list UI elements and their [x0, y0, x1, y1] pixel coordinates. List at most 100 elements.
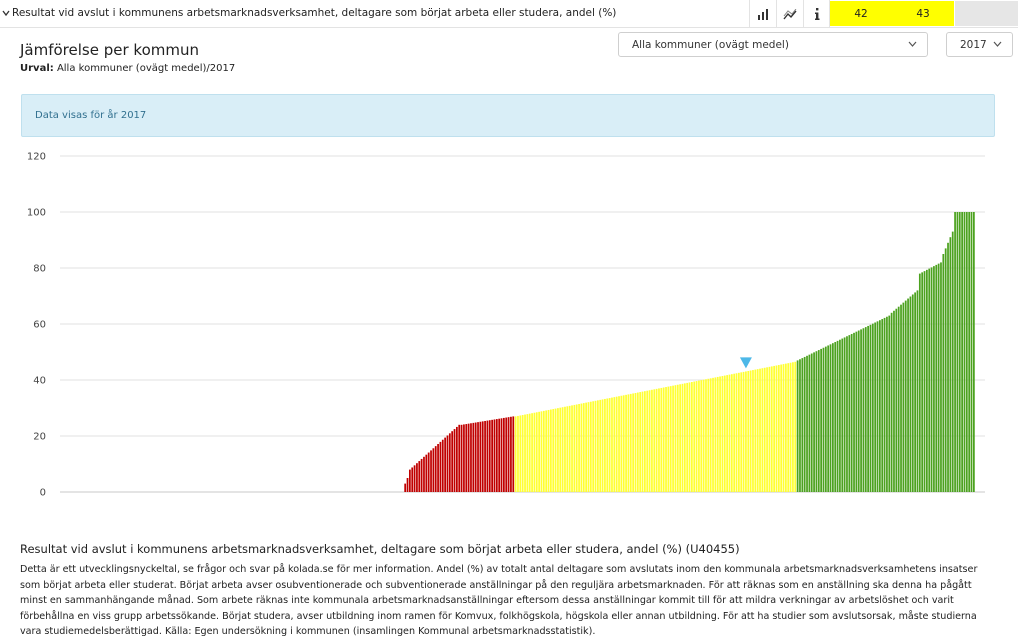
bar[interactable] [653, 389, 656, 492]
bar[interactable] [585, 402, 587, 492]
bar[interactable] [876, 321, 879, 492]
bar[interactable] [477, 422, 479, 492]
bar[interactable] [594, 400, 597, 492]
bar[interactable] [639, 392, 642, 492]
bar[interactable] [869, 324, 872, 492]
bar[interactable] [853, 332, 855, 492]
bar[interactable] [874, 322, 877, 492]
bar[interactable] [448, 433, 451, 492]
bar[interactable] [458, 424, 461, 492]
bar[interactable] [886, 316, 888, 492]
bar[interactable] [824, 346, 827, 492]
bar[interactable] [785, 363, 787, 492]
bar[interactable] [409, 469, 411, 492]
bar[interactable] [742, 371, 745, 492]
bar[interactable] [848, 335, 851, 492]
value-cell-1[interactable]: 42 [830, 1, 892, 26]
bar[interactable] [963, 212, 966, 492]
bar[interactable] [918, 273, 921, 492]
bar[interactable] [759, 368, 761, 492]
bar[interactable] [841, 338, 844, 492]
bar[interactable] [738, 372, 740, 492]
bar[interactable] [465, 424, 468, 492]
bar[interactable] [909, 296, 912, 492]
bar[interactable] [568, 405, 571, 492]
bar[interactable] [460, 424, 463, 492]
bar[interactable] [589, 401, 592, 492]
bar[interactable] [491, 419, 493, 492]
bar[interactable] [777, 365, 780, 492]
bar[interactable] [815, 351, 818, 492]
bar[interactable] [554, 408, 557, 492]
bar[interactable] [486, 420, 489, 492]
kpi-title[interactable]: Resultat vid avslut i kommunens arbetsma… [12, 7, 617, 19]
bar[interactable] [526, 414, 529, 492]
bar[interactable] [766, 367, 768, 492]
bar[interactable] [716, 376, 719, 492]
bar[interactable] [947, 242, 949, 492]
bar[interactable] [916, 290, 919, 492]
bar[interactable] [533, 412, 536, 492]
bar[interactable] [933, 266, 935, 492]
bar[interactable] [770, 366, 773, 492]
bar[interactable] [538, 411, 540, 492]
bar[interactable] [754, 369, 757, 492]
bar[interactable] [658, 388, 660, 492]
bar[interactable] [799, 359, 801, 492]
bar[interactable] [580, 403, 583, 492]
bar-chart-icon[interactable] [749, 0, 776, 28]
bar[interactable] [857, 330, 860, 492]
bar[interactable] [968, 212, 971, 492]
bar[interactable] [883, 317, 886, 492]
bar[interactable] [834, 342, 837, 492]
bar[interactable] [911, 294, 914, 492]
bar[interactable] [923, 271, 926, 492]
bar[interactable] [867, 325, 869, 492]
bar[interactable] [479, 421, 482, 492]
bar[interactable] [561, 407, 564, 492]
bar[interactable] [810, 353, 813, 492]
municipality-select[interactable]: Alla kommuner (ovägt medel) [618, 32, 928, 57]
bar[interactable] [606, 398, 609, 492]
bar[interactable] [726, 375, 728, 492]
bar[interactable] [488, 420, 491, 492]
bar[interactable] [608, 398, 611, 492]
bar[interactable] [745, 371, 747, 492]
bar[interactable] [914, 292, 916, 492]
bar[interactable] [855, 331, 858, 492]
bar[interactable] [573, 404, 576, 492]
bar[interactable] [646, 390, 649, 492]
bar[interactable] [763, 367, 766, 492]
bar[interactable] [615, 396, 618, 492]
bar[interactable] [674, 385, 677, 492]
bar[interactable] [714, 377, 717, 492]
bar[interactable] [566, 406, 569, 492]
bar[interactable] [528, 413, 531, 492]
bar[interactable] [535, 412, 538, 492]
bar[interactable] [768, 366, 771, 492]
info-icon[interactable] [803, 0, 830, 28]
bar[interactable] [531, 413, 533, 492]
bar[interactable] [467, 423, 470, 492]
bar[interactable] [625, 394, 627, 492]
bar[interactable] [512, 416, 515, 492]
bar[interactable] [517, 415, 519, 492]
bar[interactable] [453, 429, 456, 492]
bar[interactable] [500, 418, 503, 492]
bar[interactable] [860, 329, 862, 492]
bar[interactable] [427, 452, 430, 492]
bar[interactable] [705, 379, 707, 492]
bar[interactable] [956, 212, 959, 492]
bar[interactable] [695, 381, 698, 492]
bar[interactable] [698, 380, 700, 492]
bar[interactable] [441, 439, 444, 492]
bar[interactable] [719, 376, 721, 492]
bar[interactable] [850, 333, 853, 492]
bar[interactable] [730, 374, 733, 492]
bar[interactable] [681, 383, 684, 492]
bar[interactable] [709, 378, 712, 492]
bar[interactable] [439, 441, 442, 492]
bar[interactable] [507, 417, 510, 492]
bar[interactable] [660, 387, 663, 492]
bar[interactable] [775, 365, 778, 492]
